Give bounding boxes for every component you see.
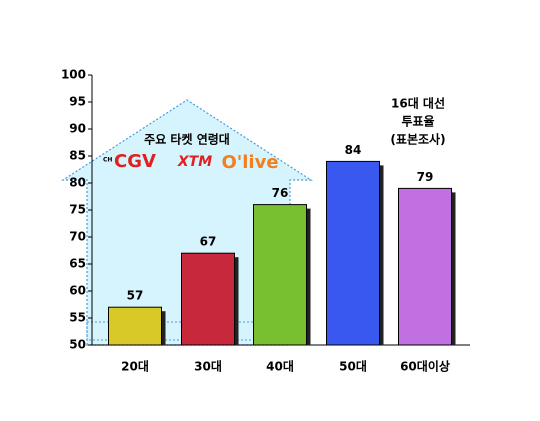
bar: [253, 204, 307, 346]
y-tick-label: 60: [69, 284, 86, 298]
y-tick-label: 70: [69, 230, 86, 244]
bar: [398, 187, 452, 346]
y-tick-label: 85: [69, 149, 86, 163]
x-tick-label: 50대: [339, 360, 367, 374]
y-tick-label: 75: [69, 203, 86, 217]
y-tick-label: 50: [69, 338, 86, 352]
x-tick-label: 20대: [121, 360, 149, 374]
x-tick-label: 40대: [266, 360, 294, 374]
logo: XTM: [177, 154, 212, 170]
y-tick-label: 65: [69, 257, 86, 271]
note: 16대 대선: [391, 96, 445, 111]
y-tick-label: 100: [61, 68, 86, 82]
value-label: 76: [272, 186, 289, 200]
bar: [181, 252, 235, 346]
note: 투표율: [401, 115, 434, 129]
value-label: 79: [417, 170, 434, 184]
value-label: 67: [200, 235, 217, 249]
y-tick-label: 80: [69, 176, 86, 190]
logo: O'live: [221, 152, 278, 173]
note: (표본조사): [390, 132, 445, 147]
value-label: 57: [127, 289, 144, 303]
value-label: 84: [345, 143, 362, 157]
y-tick-label: 55: [69, 311, 86, 325]
x-tick-label: 60대이상: [400, 359, 450, 374]
y-tick-label: 90: [69, 122, 86, 136]
logo: CGV: [114, 151, 156, 172]
x-tick-label: 30대: [194, 360, 222, 374]
target-zone: [60, 99, 314, 346]
channel-label: CH: [103, 157, 112, 164]
target-label: 주요 타켓 연령대: [144, 132, 230, 147]
y-tick-label: 95: [69, 95, 86, 109]
bar: [326, 160, 380, 346]
bar: [108, 306, 162, 346]
